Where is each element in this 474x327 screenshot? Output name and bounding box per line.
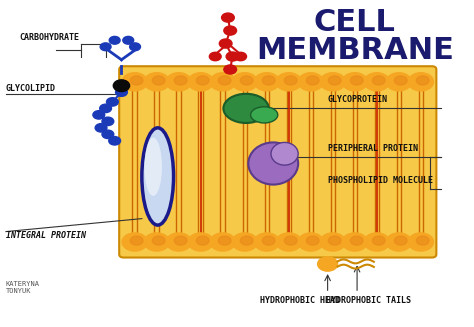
Circle shape [318, 257, 337, 271]
Circle shape [240, 76, 253, 85]
Circle shape [262, 76, 275, 85]
Circle shape [226, 52, 239, 61]
Circle shape [298, 233, 323, 251]
Circle shape [93, 111, 105, 119]
Circle shape [342, 233, 367, 251]
Circle shape [210, 52, 221, 61]
Circle shape [123, 36, 134, 44]
Text: KATERYNA
TONYUK: KATERYNA TONYUK [6, 281, 40, 294]
Circle shape [219, 236, 231, 245]
Circle shape [386, 233, 411, 251]
Circle shape [107, 98, 118, 106]
Circle shape [174, 76, 187, 85]
Circle shape [219, 39, 232, 48]
Circle shape [342, 73, 367, 91]
Circle shape [102, 130, 114, 139]
Circle shape [254, 73, 280, 91]
Text: INTEGRAL PROTEIN: INTEGRAL PROTEIN [6, 231, 86, 240]
Circle shape [373, 236, 385, 245]
Circle shape [416, 236, 429, 245]
Ellipse shape [251, 107, 278, 123]
Circle shape [364, 233, 390, 251]
Text: GLYCOPROTEIN: GLYCOPROTEIN [328, 95, 388, 104]
Circle shape [350, 76, 363, 85]
Circle shape [386, 73, 411, 91]
Circle shape [232, 73, 257, 91]
Circle shape [116, 88, 128, 96]
Ellipse shape [271, 143, 298, 165]
Circle shape [130, 236, 143, 245]
Circle shape [122, 233, 147, 251]
Circle shape [166, 73, 191, 91]
Circle shape [219, 76, 231, 85]
Circle shape [328, 236, 341, 245]
Text: GLYCOLIPID: GLYCOLIPID [6, 84, 56, 93]
Circle shape [196, 236, 209, 245]
Circle shape [224, 65, 237, 74]
Circle shape [144, 233, 169, 251]
Circle shape [210, 73, 236, 91]
Circle shape [276, 233, 301, 251]
Circle shape [408, 233, 434, 251]
Ellipse shape [223, 94, 269, 123]
Circle shape [235, 52, 246, 61]
Text: PHOSPHOLIPID MOLECULE: PHOSPHOLIPID MOLECULE [328, 176, 433, 185]
Circle shape [364, 73, 390, 91]
Circle shape [328, 76, 341, 85]
Circle shape [210, 233, 236, 251]
Circle shape [188, 233, 213, 251]
Circle shape [109, 36, 120, 44]
Circle shape [174, 236, 187, 245]
Circle shape [240, 236, 253, 245]
Circle shape [394, 236, 407, 245]
Circle shape [416, 76, 429, 85]
Circle shape [306, 236, 319, 245]
Circle shape [188, 73, 213, 91]
Circle shape [394, 76, 407, 85]
Circle shape [284, 76, 297, 85]
FancyBboxPatch shape [119, 66, 437, 258]
Circle shape [196, 76, 209, 85]
Circle shape [254, 233, 280, 251]
Circle shape [320, 233, 346, 251]
Circle shape [152, 76, 165, 85]
Ellipse shape [145, 138, 162, 196]
Circle shape [306, 76, 319, 85]
Circle shape [109, 137, 120, 145]
Circle shape [129, 43, 140, 51]
Circle shape [350, 236, 363, 245]
Ellipse shape [142, 128, 173, 225]
Circle shape [166, 233, 191, 251]
Circle shape [320, 73, 346, 91]
Circle shape [262, 236, 275, 245]
Circle shape [284, 236, 297, 245]
Text: PERIPHERAL PROTEIN: PERIPHERAL PROTEIN [328, 144, 418, 152]
Circle shape [276, 73, 301, 91]
Circle shape [232, 233, 257, 251]
Circle shape [222, 13, 234, 22]
Circle shape [100, 104, 111, 112]
Circle shape [113, 80, 129, 92]
Circle shape [298, 73, 323, 91]
Circle shape [373, 76, 385, 85]
Text: HYDROPHOBIC HEAD: HYDROPHOBIC HEAD [260, 296, 340, 305]
Circle shape [408, 73, 434, 91]
Circle shape [144, 73, 169, 91]
Circle shape [95, 124, 107, 132]
Circle shape [224, 26, 237, 35]
Circle shape [100, 43, 111, 51]
Circle shape [102, 117, 114, 126]
Circle shape [152, 236, 165, 245]
Circle shape [130, 76, 143, 85]
Text: CELL
MEMBRANE: CELL MEMBRANE [256, 8, 454, 65]
Circle shape [122, 73, 147, 91]
Text: CARBOHYDRATE: CARBOHYDRATE [19, 33, 80, 42]
Text: HYDROPHOBIC TAILS: HYDROPHOBIC TAILS [326, 296, 411, 305]
Ellipse shape [248, 143, 298, 184]
